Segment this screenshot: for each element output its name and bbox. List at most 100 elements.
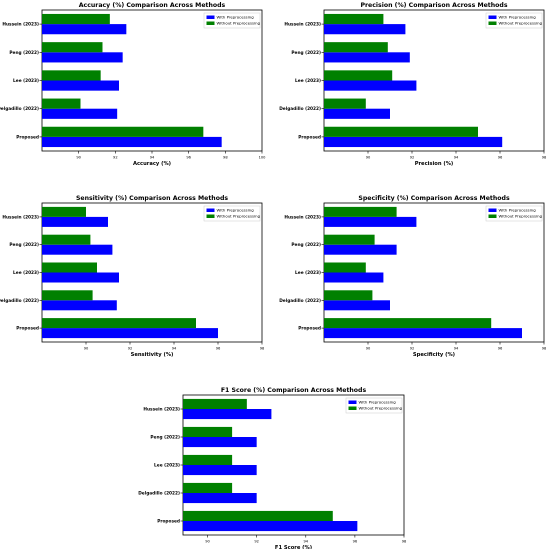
chart-2-title: Sensitivity (%) Comparison Across Method…	[76, 195, 228, 202]
chart-3-xtick-label-2: 94	[454, 347, 459, 351]
chart-4-bar-with-1	[183, 493, 257, 504]
chart-0-legend-box	[203, 12, 261, 29]
chart-3-legend-box	[485, 205, 543, 222]
chart-3-category-label-2: Lee (2023)	[295, 270, 321, 276]
chart-1-legend-box	[485, 12, 543, 29]
chart-2-xtick-label-0: 90	[84, 347, 89, 351]
chart-0-xtick-label-1: 92	[113, 156, 118, 160]
chart-4-xtick-label-1: 92	[254, 540, 259, 544]
chart-3-xtick-label-0: 90	[366, 347, 371, 351]
chart-1-xtick-label-0: 90	[366, 156, 371, 160]
chart-0-legend-label-0: With Preprocessing	[217, 15, 255, 20]
chart-2-legend-label-0: With Preprocessing	[217, 208, 255, 213]
chart-0-legend-swatch-1	[206, 21, 215, 25]
chart-0-legend-label-1: Without Preprocessing	[217, 21, 261, 26]
chart-1-legend-label-1: Without Preprocessing	[499, 21, 543, 26]
chart-3-bar-without-0	[324, 318, 492, 329]
chart-0-category-label-4: Hussein (2023)	[2, 22, 39, 28]
chart-4-bar-with-3	[183, 437, 257, 448]
chart-2-bar-with-0	[42, 328, 218, 339]
chart-0-xtick-label-4: 98	[223, 156, 228, 160]
chart-3-xtick-label-4: 98	[542, 347, 547, 351]
chart-4-category-label-2: Lee (2023)	[154, 463, 180, 469]
chart-2-xtick-label-3: 96	[216, 347, 221, 351]
chart-0-legend-swatch-0	[206, 15, 215, 19]
chart-4-xlabel: F1 Score (%)	[275, 545, 312, 549]
chart-1-category-label-2: Lee (2023)	[295, 78, 321, 84]
chart-4-xtick-label-4: 98	[402, 540, 407, 544]
chart-0-xtick-label-5: 100	[259, 156, 267, 160]
chart-3-legend-label-0: With Preprocessing	[499, 208, 537, 213]
chart-3-category-label-1: Delgadillo (2022)	[279, 298, 321, 304]
chart-1-bar-with-0	[324, 136, 503, 148]
chart-1-xtick-label-2: 94	[454, 156, 459, 160]
chart-2-xtick-label-4: 98	[260, 347, 265, 351]
chart-0-category-label-2: Lee (2023)	[13, 78, 39, 84]
chart-3-bar-without-1	[324, 290, 373, 301]
chart-0-bar-with-1	[42, 108, 118, 119]
chart-4-bar-with-2	[183, 465, 257, 476]
chart-3-legend-swatch-1	[488, 214, 497, 218]
chart-3-bar-without-4	[324, 206, 397, 217]
chart-4-bar-with-4	[183, 409, 272, 420]
chart-4-legend-swatch-0	[348, 400, 357, 404]
chart-2-category-label-1: Delgadillo (2022)	[0, 298, 39, 304]
chart-1-xtick-label-1: 92	[410, 156, 415, 160]
chart-4-bar-with-0	[183, 521, 358, 532]
chart-4-legend-box	[345, 397, 403, 414]
chart-4-xtick-label-0: 90	[205, 540, 210, 544]
chart-0-title: Accuracy (%) Comparison Across Methods	[79, 2, 226, 9]
chart-3-bar-with-4	[324, 216, 417, 227]
chart-4-legend-label-1: Without Preprocessing	[359, 406, 403, 411]
chart-0-bar-without-3	[42, 42, 103, 53]
chart-0-bar-without-0	[42, 126, 204, 137]
chart-1-bar-without-4	[324, 13, 384, 25]
chart-0-bar-without-1	[42, 98, 81, 109]
chart-1-bar-with-1	[324, 108, 390, 119]
chart-0-bar-without-2	[42, 70, 101, 81]
chart-3-bar-without-2	[324, 262, 366, 273]
chart-2-category-label-0: Proposed	[16, 326, 39, 332]
chart-1-xtick-label-4: 98	[542, 156, 547, 160]
chart-0-xlabel: Accuracy (%)	[133, 161, 171, 167]
chart-4-bar-without-3	[183, 426, 233, 437]
chart-4-xtick-label-3: 96	[353, 540, 358, 544]
chart-0-bar-with-4	[42, 24, 127, 35]
chart-3-xlabel: Specificity (%)	[413, 352, 455, 358]
chart-1-bar-without-0	[324, 126, 478, 137]
chart-0-category-label-0: Proposed	[16, 134, 39, 140]
chart-3-bar-with-3	[324, 244, 397, 255]
chart-4-category-label-4: Hussein (2023)	[143, 407, 180, 413]
chart-3-category-label-0: Proposed	[298, 326, 321, 332]
chart-2-legend-label-1: Without Preprocessing	[217, 214, 261, 219]
chart-2-legend-swatch-1	[206, 214, 215, 218]
chart-2-category-label-3: Peng (2022)	[9, 242, 39, 248]
chart-2-bar-with-3	[42, 244, 113, 255]
chart-2-bar-without-4	[42, 206, 86, 217]
chart-3-category-label-3: Peng (2022)	[291, 242, 321, 248]
chart-2-legend-swatch-0	[206, 208, 215, 212]
chart-0-category-label-1: Delgadillo (2022)	[0, 106, 39, 112]
chart-1-legend-swatch-1	[488, 21, 497, 25]
chart-0-xtick-label-0: 90	[76, 156, 81, 160]
chart-4-category-label-0: Proposed	[157, 519, 180, 525]
chart-4-legend-swatch-1	[348, 406, 357, 410]
chart-4-legend-label-0: With Preprocessing	[359, 400, 397, 405]
chart-1-bar-with-3	[324, 52, 410, 63]
chart-1-bar-without-3	[324, 42, 388, 53]
chart-1-bar-without-2	[324, 70, 393, 81]
chart-1-title: Precision (%) Comparison Across Methods	[360, 2, 507, 9]
chart-1-xlabel: Precision (%)	[415, 161, 454, 167]
chart-1-category-label-4: Hussein (2023)	[284, 22, 321, 28]
chart-3-xtick-label-1: 92	[410, 347, 415, 351]
chart-1-xtick-label-3: 96	[498, 156, 503, 160]
chart-2-bar-with-4	[42, 216, 108, 227]
chart-0-xtick-label-3: 96	[186, 156, 191, 160]
chart-1-bar-with-2	[324, 80, 417, 91]
chart-1-category-label-0: Proposed	[298, 134, 321, 140]
chart-4-xtick-label-2: 94	[303, 540, 308, 544]
chart-0-xtick-label-2: 94	[150, 156, 155, 160]
chart-0-bar-with-2	[42, 80, 119, 91]
chart-1-legend-swatch-0	[488, 15, 497, 19]
